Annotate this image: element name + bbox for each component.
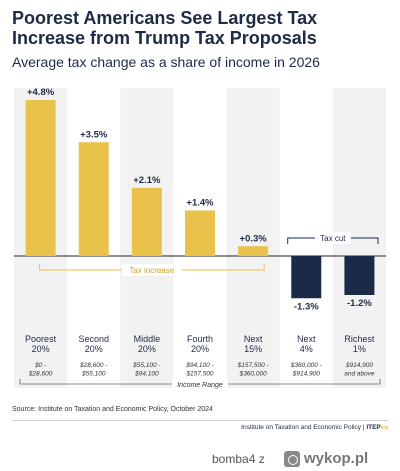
increase-annotation: Tax increase: [129, 266, 174, 275]
chart-subtitle: Average tax change as a share of income …: [12, 54, 320, 70]
brand-suffix: org: [380, 425, 388, 431]
source-note: Source: Institute on Taxation and Econom…: [12, 406, 213, 413]
bar: [291, 256, 322, 299]
cut-annotation: Tax cut: [320, 234, 346, 243]
income-range-label: $28,600 -: [79, 362, 108, 369]
category-label: 15%: [244, 344, 262, 354]
data-label: +4.8%: [27, 87, 55, 98]
x-axis-label: Income Range: [177, 382, 223, 389]
category-label: 20%: [85, 344, 103, 354]
wykop-logo-icon: [284, 451, 300, 467]
cut-label-bg: [314, 232, 351, 244]
column-band: [226, 88, 280, 388]
category-label: Fourth: [187, 334, 213, 344]
income-range-label: $914,900: [345, 362, 373, 369]
bar: [238, 246, 269, 256]
category-label: 4%: [300, 344, 313, 354]
category-label: Second: [78, 334, 109, 344]
income-range-label: $360,000: [239, 371, 267, 378]
bar: [78, 142, 109, 256]
category-label: 20%: [191, 344, 209, 354]
xlabel-bg: [172, 379, 228, 389]
category-label: 1%: [353, 344, 366, 354]
income-range-label: $360,000 -: [290, 362, 323, 369]
data-label: +3.5%: [80, 129, 108, 140]
data-label: +2.1%: [133, 175, 161, 186]
watermark-site: wykop.pl: [304, 450, 369, 467]
brand-name: ITEP: [366, 424, 381, 431]
footer-org: Institute on Taxation and Economic Polic…: [241, 424, 361, 431]
footer: Institute on Taxation and Economic Polic…: [241, 424, 388, 431]
bar: [185, 210, 215, 256]
chart-card: Poorest Americans See Largest Tax Increa…: [12, 8, 388, 431]
data-label: +1.4%: [186, 198, 214, 209]
watermark-user: bomba4 z: [212, 452, 265, 466]
footer-divider: [12, 420, 388, 421]
category-label: 20%: [32, 344, 50, 354]
category-label: Poorest: [25, 334, 57, 344]
footer-brand: ITEPorg: [366, 424, 388, 431]
data-label: -1.2%: [347, 298, 372, 309]
data-label: +0.3%: [240, 233, 268, 244]
category-label: 20%: [138, 344, 156, 354]
income-range-label: $157,500 -: [237, 362, 270, 369]
income-range-label: $55,100 -: [132, 362, 161, 369]
category-label: Next: [297, 334, 316, 344]
income-range-label: and above: [344, 371, 375, 378]
income-range-label: $55,100: [81, 371, 106, 378]
category-label: Next: [244, 334, 263, 344]
category-label: Middle: [134, 334, 161, 344]
income-range-label: $94,100: [134, 371, 159, 378]
bar: [25, 100, 56, 256]
income-range-label: $157,500: [185, 371, 213, 378]
income-range-label: $28,600: [28, 371, 53, 378]
income-range-label: $0 -: [34, 362, 47, 369]
income-range-label: $914,900: [292, 371, 320, 378]
category-label: Richest: [344, 334, 375, 344]
chart-title: Poorest Americans See Largest Tax Increa…: [12, 8, 318, 48]
income-range-label: $94,100 -: [185, 362, 214, 369]
watermark-bar: [0, 447, 400, 471]
data-label: -1.3%: [294, 301, 319, 312]
bar: [344, 256, 375, 295]
increase-label-bg: [121, 264, 182, 276]
bar: [131, 187, 162, 256]
